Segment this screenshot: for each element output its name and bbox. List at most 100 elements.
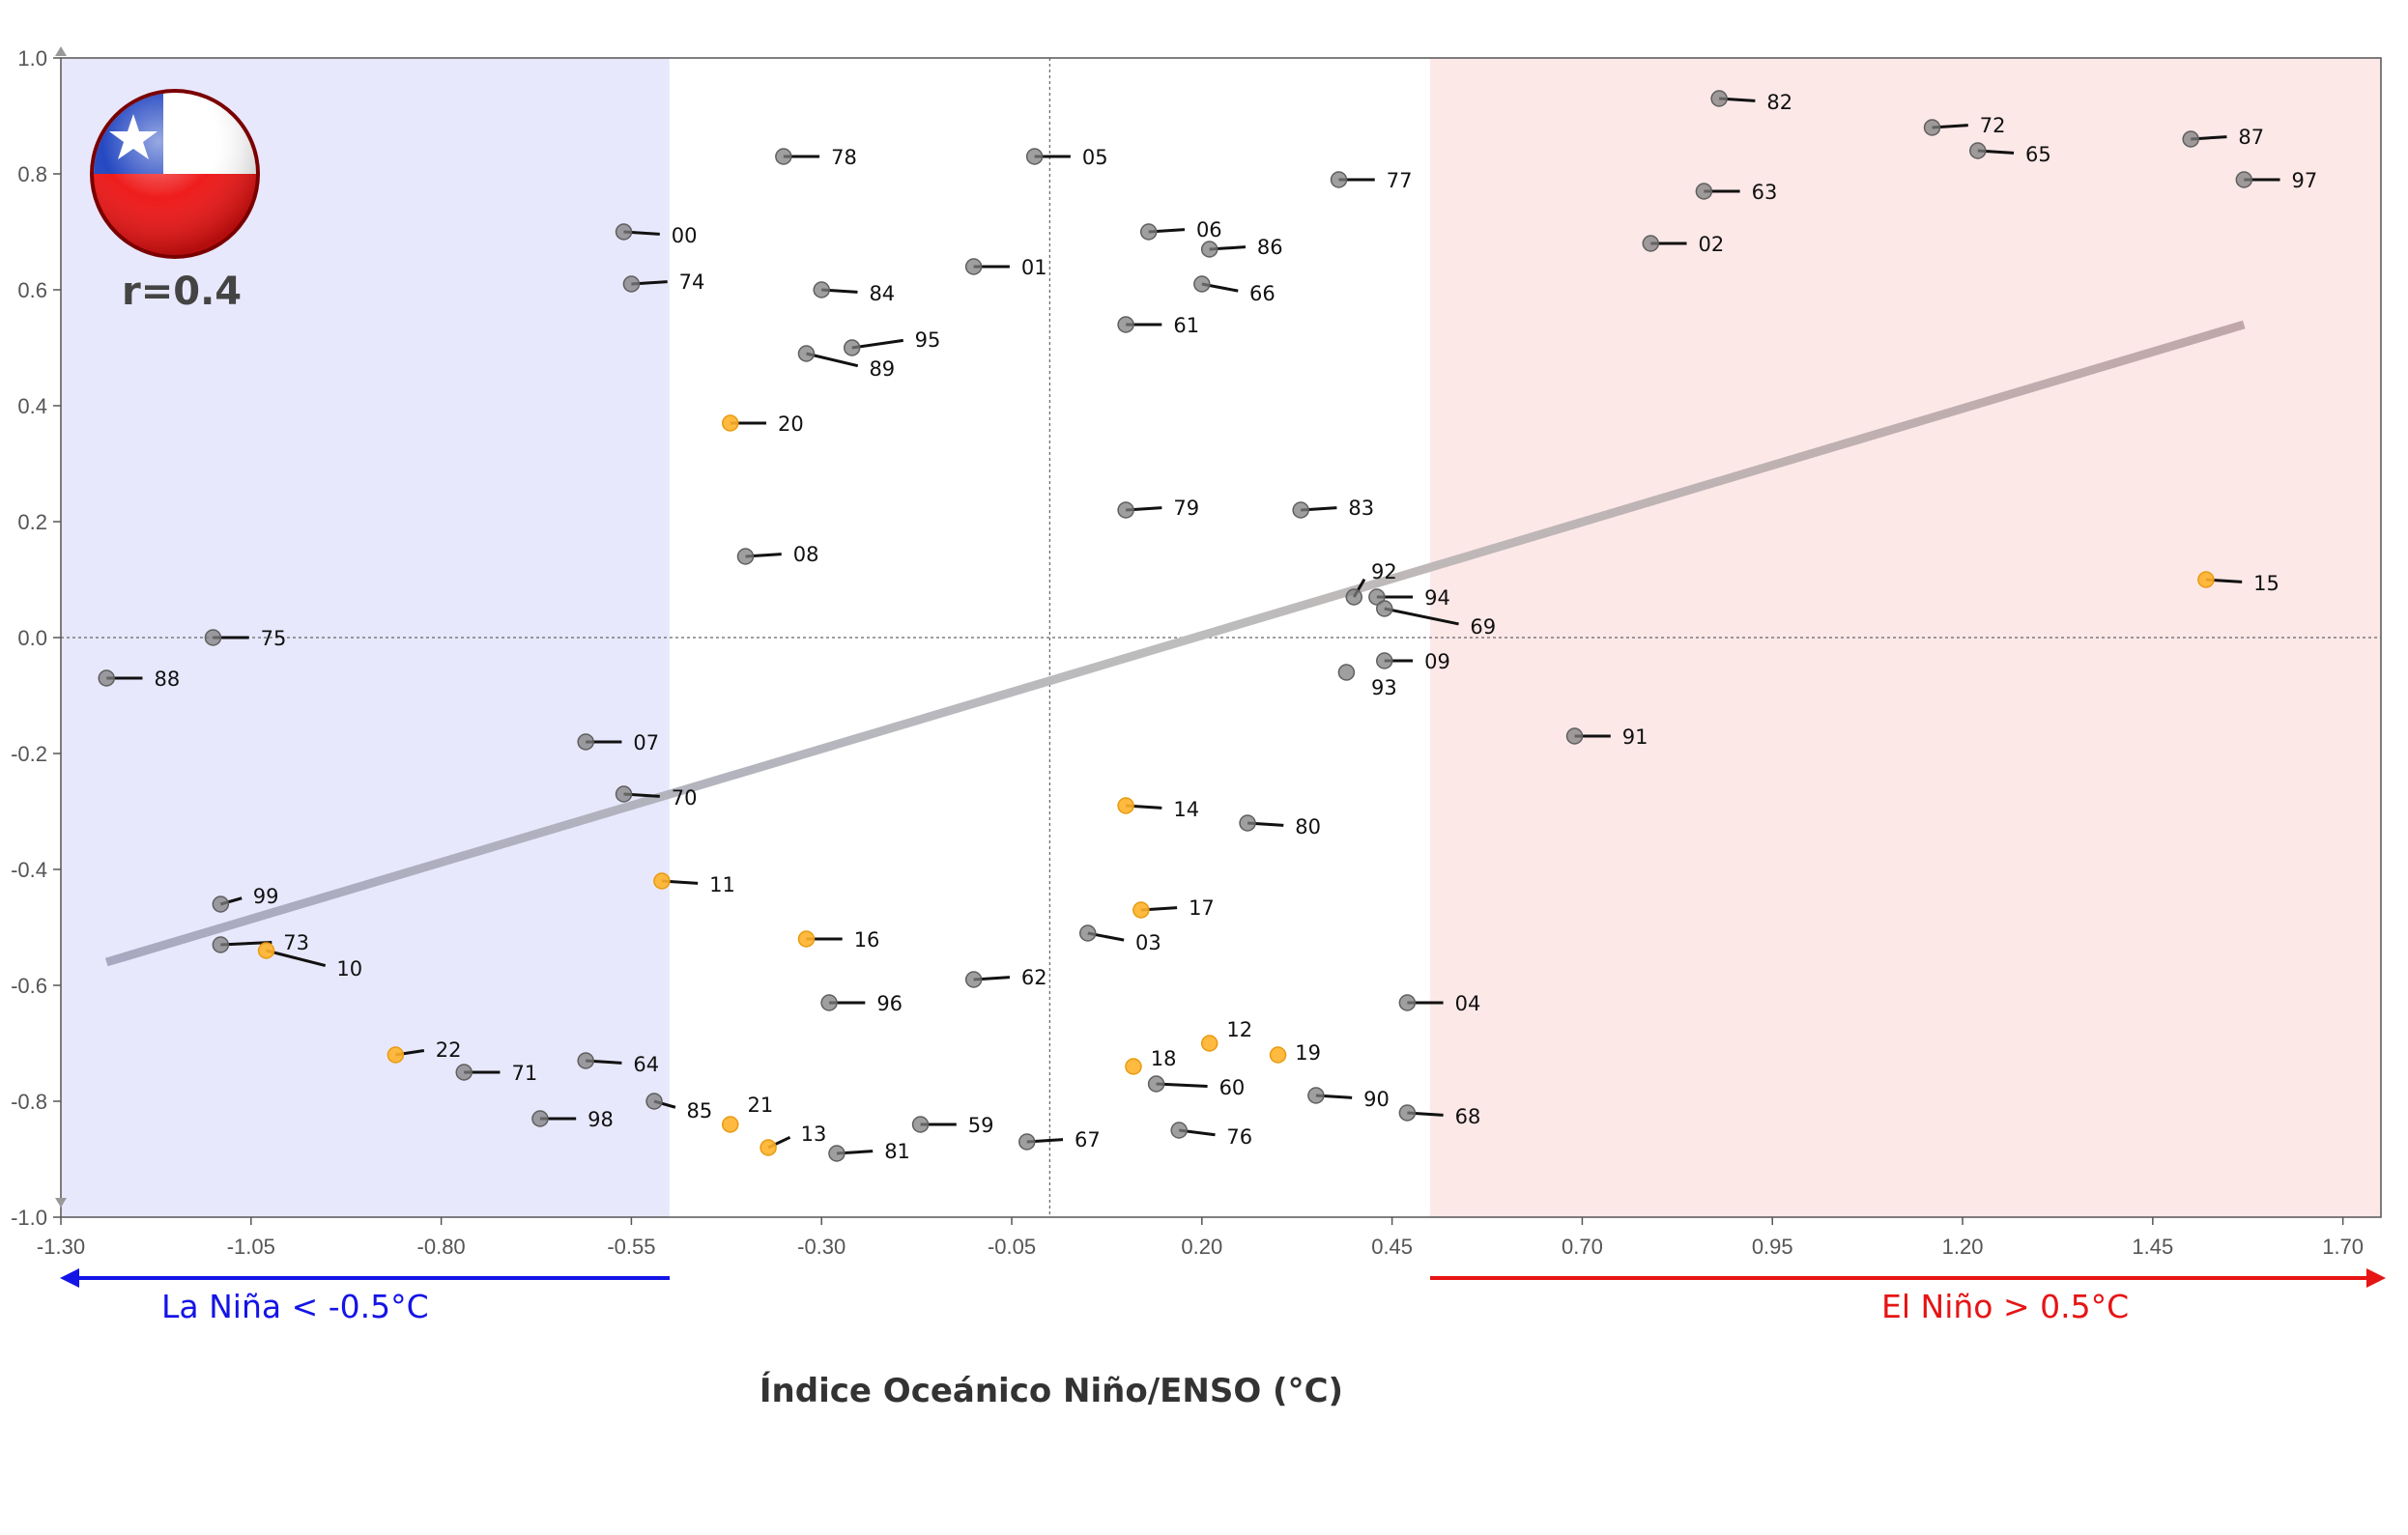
data-point-85: 85 <box>645 1093 712 1123</box>
point-label: 02 <box>1699 233 1725 256</box>
data-point-81: 81 <box>828 1140 910 1163</box>
x-tick-label: -0.55 <box>607 1235 655 1259</box>
point-label: 89 <box>869 357 895 381</box>
point-label: 80 <box>1295 815 1321 839</box>
point-marker <box>257 942 275 959</box>
point-marker <box>204 629 222 646</box>
point-marker <box>1330 171 1348 188</box>
point-label: 65 <box>2025 143 2051 166</box>
data-point-03: 03 <box>1078 924 1161 954</box>
point-marker <box>1695 183 1713 200</box>
point-label: 07 <box>633 731 659 754</box>
la-nina-label: La Niña < -0.5°C <box>161 1288 429 1325</box>
data-point-90: 90 <box>1307 1087 1390 1111</box>
point-label: 62 <box>1021 966 1047 989</box>
data-point-59: 59 <box>911 1114 994 1137</box>
point-marker <box>1025 148 1044 165</box>
data-point-60: 60 <box>1147 1075 1245 1099</box>
point-label: 82 <box>1766 91 1792 114</box>
point-label: 04 <box>1455 992 1481 1015</box>
data-point-00: 00 <box>615 223 698 247</box>
data-point-75: 75 <box>204 627 286 650</box>
point-marker <box>1368 588 1386 606</box>
point-marker <box>1337 664 1356 681</box>
data-point-10: 10 <box>257 942 362 981</box>
point-marker <box>577 733 594 751</box>
data-point-21: 21 <box>721 1094 773 1133</box>
y-axis-top-marker <box>55 46 67 56</box>
point-label: 81 <box>884 1140 910 1163</box>
point-label: 94 <box>1424 586 1450 610</box>
point-marker <box>1565 727 1584 745</box>
data-point-87: 87 <box>2182 126 2264 149</box>
x-tick-label: -0.30 <box>797 1235 846 1259</box>
point-marker <box>1345 588 1363 606</box>
data-point-18: 18 <box>1125 1047 1177 1075</box>
point-label: 15 <box>2253 572 2279 595</box>
point-label: 18 <box>1151 1047 1177 1070</box>
data-point-84: 84 <box>813 281 895 305</box>
point-label: 84 <box>869 282 895 305</box>
point-label: 76 <box>1226 1125 1252 1149</box>
point-label: 01 <box>1021 256 1047 279</box>
point-label: 13 <box>801 1123 827 1146</box>
el-nino-marker: El Niño > 0.5°C <box>1430 1268 2386 1325</box>
data-point-82: 82 <box>1710 90 1792 114</box>
x-tick-label: -0.80 <box>417 1235 466 1259</box>
point-label: 87 <box>2238 126 2264 149</box>
point-label: 19 <box>1295 1041 1321 1065</box>
data-point-83: 83 <box>1292 497 1374 520</box>
point-marker <box>653 872 671 890</box>
data-point-69: 69 <box>1376 600 1496 639</box>
data-point-61: 61 <box>1117 314 1199 337</box>
point-marker <box>843 339 861 356</box>
point-label: 69 <box>1470 615 1496 639</box>
point-marker <box>1376 652 1393 669</box>
x-tick-label: 0.95 <box>1752 1235 1793 1259</box>
point-marker <box>1125 1058 1142 1075</box>
point-label: 88 <box>154 668 180 691</box>
point-marker <box>577 1052 594 1069</box>
data-point-91: 91 <box>1565 725 1648 749</box>
point-marker <box>721 1116 739 1133</box>
point-label: 83 <box>1348 497 1374 520</box>
data-point-68: 68 <box>1398 1104 1480 1128</box>
point-label: 70 <box>672 786 698 810</box>
x-tick-label: -0.05 <box>988 1235 1036 1259</box>
y-tick-label: 0.0 <box>17 626 47 650</box>
point-label: 08 <box>793 543 819 566</box>
point-marker <box>813 281 830 298</box>
data-point-20: 20 <box>721 412 804 436</box>
point-marker <box>964 971 983 988</box>
point-marker <box>1117 797 1134 814</box>
data-point-92: 92 <box>1345 560 1397 606</box>
point-marker <box>1139 223 1158 241</box>
data-point-89: 89 <box>797 345 895 381</box>
data-point-78: 78 <box>775 146 857 169</box>
data-point-02: 02 <box>1642 233 1725 256</box>
point-marker <box>1398 994 1417 1011</box>
point-marker <box>1376 600 1393 617</box>
data-point-19: 19 <box>1269 1041 1321 1065</box>
y-tick-label: 0.2 <box>17 510 47 534</box>
point-label: 79 <box>1173 497 1199 520</box>
point-label: 06 <box>1196 218 1222 242</box>
data-point-66: 66 <box>1193 275 1276 305</box>
data-point-80: 80 <box>1239 814 1321 839</box>
correlation-annotation: r=0.4 <box>122 270 242 314</box>
point-marker <box>1200 241 1218 258</box>
data-point-73: 73 <box>212 931 309 954</box>
point-marker <box>1078 924 1097 942</box>
point-marker <box>1239 814 1256 832</box>
x-tick-label: 1.70 <box>2322 1235 2364 1259</box>
point-label: 10 <box>336 957 362 981</box>
label-leader-line <box>266 949 327 967</box>
point-label: 09 <box>1424 650 1450 673</box>
point-marker <box>1969 142 1987 159</box>
point-marker <box>212 936 230 953</box>
data-point-16: 16 <box>797 928 879 952</box>
point-marker <box>387 1046 405 1064</box>
data-point-07: 07 <box>577 731 659 754</box>
point-label: 95 <box>915 328 941 352</box>
point-label: 93 <box>1371 676 1397 699</box>
